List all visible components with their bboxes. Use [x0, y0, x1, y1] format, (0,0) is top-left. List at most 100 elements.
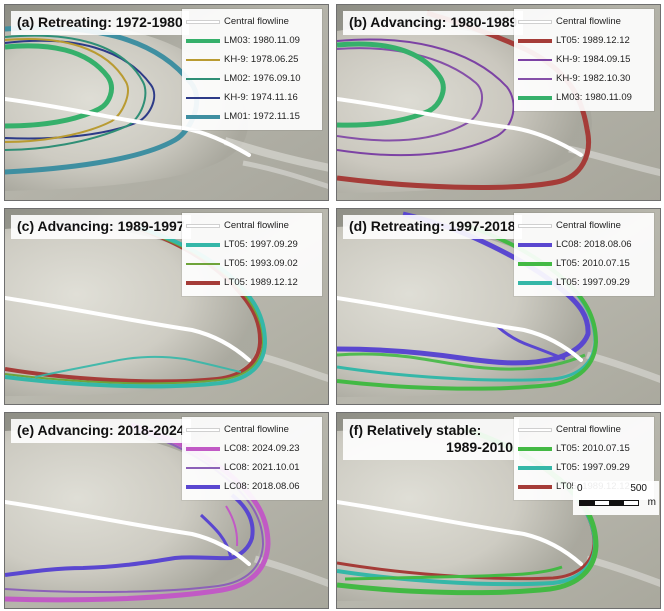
legend-line-swatch — [518, 427, 552, 432]
panel-b: (b) Advancing: 1980-1989 Central flowlin… — [336, 4, 661, 201]
legend-line-swatch — [186, 262, 220, 265]
terminus-line-lm02 — [5, 34, 147, 151]
legend-label: KH-9: 1984.09.15 — [556, 53, 631, 65]
legend-label: Central flowline — [556, 15, 621, 27]
terminus-line-lt05-1997-lobe — [34, 355, 242, 378]
legend-label: Central flowline — [224, 423, 289, 435]
terminus-line-lm03 — [337, 41, 446, 128]
panel-d-title: (d) Retreating: 1997-2018 — [343, 215, 522, 239]
legend-item: KH-9: 1984.09.15 — [518, 50, 650, 69]
terminus-line-lm03 — [5, 43, 114, 129]
panel-e-legend: Central flowline LC08: 2024.09.23 LC08: … — [182, 417, 322, 500]
scale-label-end: 500 — [630, 483, 647, 494]
panel-f-title-line-2: 1989-2010 — [446, 439, 513, 455]
legend-line-swatch — [518, 280, 552, 285]
legend-line-swatch — [186, 19, 220, 24]
terminus-line-lt05-2010-lower — [344, 565, 563, 581]
legend-item: Central flowline — [518, 420, 650, 439]
legend-item: KH-9: 1974.11.16 — [186, 88, 318, 107]
panel-b-legend: Central flowline LT05: 1989.12.12 KH-9: … — [514, 9, 654, 111]
legend-item: LC08: 2018.08.06 — [186, 477, 318, 496]
legend-label: Central flowline — [556, 219, 621, 231]
central-flowline — [337, 500, 583, 566]
legend-item: LC08: 2018.08.06 — [518, 235, 650, 254]
legend-item: LM02: 1976.09.10 — [186, 69, 318, 88]
terminus-line-lt05-2010-lobe — [337, 352, 586, 371]
legend-item: LM03: 1980.11.09 — [186, 31, 318, 50]
panel-b-title: (b) Advancing: 1980-1989 — [343, 11, 524, 35]
legend-line-swatch — [518, 19, 552, 24]
panel-f-title-line-1: (f) Relatively stable: — [349, 422, 482, 438]
panel-a-title: (a) Retreating: 1972-1980 — [11, 11, 189, 35]
terminus-line-kh9-1974 — [5, 39, 156, 140]
scale-segment — [580, 501, 595, 505]
terrain-streak — [223, 137, 328, 172]
legend-line-swatch — [186, 114, 220, 119]
legend-line-swatch — [518, 261, 552, 266]
panel-d: (d) Retreating: 1997-2018 Central flowli… — [336, 208, 661, 405]
central-flowline — [5, 97, 251, 157]
legend-item: Central flowline — [186, 12, 318, 31]
legend-item: LT05: 1989.12.12 — [518, 31, 650, 50]
legend-item: LT05: 1989.12.12 — [186, 273, 318, 292]
legend-item: Central flowline — [518, 216, 650, 235]
panel-e: (e) Advancing: 2018-2024 Central flowlin… — [4, 412, 329, 609]
legend-line-swatch — [186, 96, 220, 99]
terminus-line-lt05-1989 — [337, 10, 591, 191]
legend-item: LM01: 1972.11.15 — [186, 107, 318, 126]
legend-item: LT05: 2010.07.15 — [518, 439, 650, 458]
legend-line-swatch — [518, 58, 552, 61]
legend-line-swatch — [518, 484, 552, 489]
legend-label: Central flowline — [556, 423, 621, 435]
legend-item: Central flowline — [186, 420, 318, 439]
legend-label: Central flowline — [224, 15, 289, 27]
legend-label: LT05: 1997.09.29 — [556, 276, 630, 288]
legend-line-swatch — [518, 77, 552, 80]
panel-c-legend: Central flowline LT05: 1997.09.29 LT05: … — [182, 213, 322, 296]
legend-label: LM01: 1972.11.15 — [224, 110, 300, 122]
legend-item: Central flowline — [186, 216, 318, 235]
legend-line-swatch — [186, 484, 220, 489]
central-flowline — [5, 500, 251, 566]
legend-label: Central flowline — [224, 219, 289, 231]
legend-label: LM03: 1980.11.09 — [556, 91, 632, 103]
legend-item: LT05: 1997.09.29 — [518, 458, 650, 477]
legend-line-swatch — [518, 242, 552, 247]
panel-e-title: (e) Advancing: 2018-2024 — [11, 419, 191, 443]
legend-label: LT05: 1997.09.29 — [556, 461, 630, 473]
legend-item: LT05: 1993.09.02 — [186, 254, 318, 273]
legend-label: LC08: 2018.08.06 — [224, 480, 300, 492]
central-flowline — [337, 97, 583, 157]
legend-label: KH-9: 1982.10.30 — [556, 72, 631, 84]
central-flowline — [5, 296, 251, 362]
legend-line-swatch — [518, 465, 552, 470]
legend-label: LC08: 2021.10.01 — [224, 461, 300, 473]
panel-d-legend: Central flowline LC08: 2018.08.06 LT05: … — [514, 213, 654, 296]
legend-label: LC08: 2018.08.06 — [556, 238, 632, 250]
legend-label: LM03: 1980.11.09 — [224, 34, 300, 46]
legend-item: Central flowline — [518, 12, 650, 31]
terminus-line-lc08-2018 — [337, 211, 591, 366]
legend-item: LC08: 2021.10.01 — [186, 458, 318, 477]
legend-label: LM02: 1976.09.10 — [224, 72, 301, 84]
scale-segment — [594, 501, 609, 505]
legend-line-swatch — [186, 38, 220, 43]
legend-item: LT05: 1997.09.29 — [518, 273, 650, 292]
legend-line-swatch — [518, 446, 552, 451]
legend-label: KH-9: 1974.11.16 — [224, 91, 298, 103]
panel-c: (c) Advancing: 1989-1997 Central flowlin… — [4, 208, 329, 405]
legend-item: LM03: 1980.11.09 — [518, 88, 650, 107]
scale-bar-segments — [579, 500, 639, 506]
central-flowline — [337, 296, 583, 362]
scale-label-start: 0 — [577, 483, 583, 494]
legend-line-swatch — [518, 95, 552, 100]
legend-line-swatch — [186, 223, 220, 228]
panel-f-title: (f) Relatively stable: 1989-2010 — [343, 419, 519, 460]
legend-item: KH-9: 1982.10.30 — [518, 69, 650, 88]
legend-label: LT05: 1989.12.12 — [224, 276, 298, 288]
legend-line-swatch — [518, 38, 552, 43]
terminus-line-kh9-1984 — [337, 38, 515, 157]
legend-label: LC08: 2024.09.23 — [224, 442, 300, 454]
terminus-line-lc08-2018-upper — [199, 513, 233, 559]
